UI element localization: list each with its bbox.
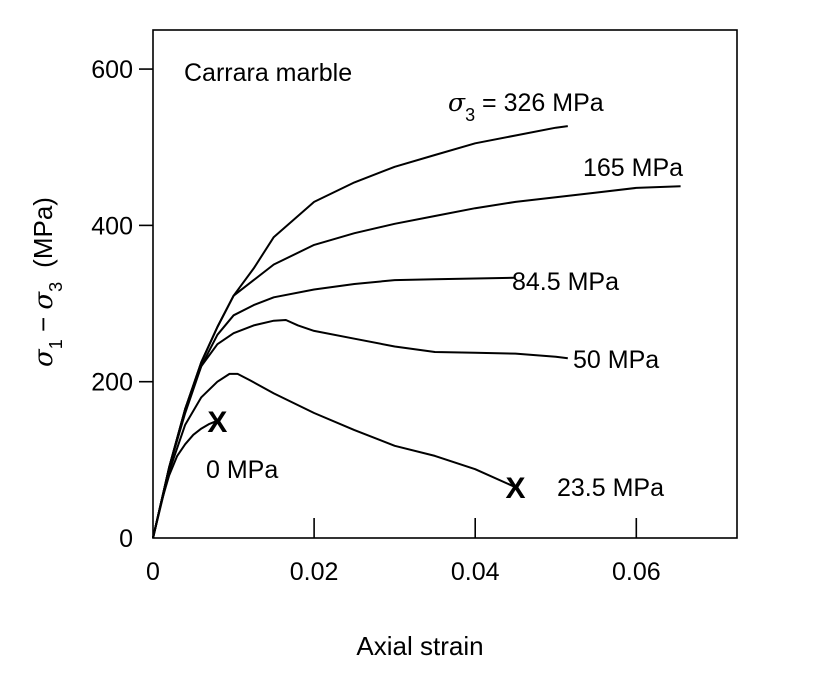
- series-label: 23.5 MPa: [557, 474, 664, 502]
- y-axis-unit: (MPa): [28, 197, 58, 268]
- series-labels: σ3 = 326 MPa 165 MPa 84.5 MPa 50 MPa 23.5 MP…: [206, 88, 683, 502]
- plot-frame: [152, 29, 738, 539]
- y-axis-sigma1: σ: [29, 348, 59, 367]
- x-tick-label: 0.02: [290, 558, 339, 586]
- y-tick-label: 400: [91, 212, 133, 240]
- y-axis-ticks: 0 200 400 600: [91, 56, 153, 553]
- series-line-23-5-mpa: [152, 372, 516, 539]
- failure-marker: X: [505, 472, 525, 505]
- y-axis-sub3: 3: [46, 282, 66, 292]
- failure-marker: X: [207, 406, 227, 439]
- x-tick-label: 0.04: [451, 558, 500, 586]
- series-line-165-mpa: [152, 185, 681, 539]
- series-lines: XX: [152, 125, 681, 539]
- x-tick-label: 0: [146, 558, 160, 586]
- y-axis-sigma3: σ: [29, 291, 59, 310]
- x-axis-title: Axial strain: [356, 631, 483, 661]
- series-label: 84.5 MPa: [512, 268, 619, 296]
- series-line-84-5-mpa: [152, 276, 516, 539]
- series-label: 50 MPa: [573, 346, 659, 374]
- sigma3-equals: =: [475, 89, 504, 117]
- x-tick-label: 0.06: [612, 558, 661, 586]
- y-tick-label: 0: [119, 525, 133, 553]
- plot-border: [152, 29, 738, 539]
- series-line-0-mpa: [152, 419, 218, 539]
- series-name: 326 MPa: [504, 89, 604, 117]
- annotation-text: Carrara marble: [184, 59, 352, 87]
- y-axis-title: σ1 − σ3(MPa): [28, 197, 66, 367]
- y-axis-sub1: 1: [46, 339, 66, 349]
- series-label: σ3 = 326 MPa: [448, 88, 604, 125]
- x-axis-ticks: 0 0.02 0.04 0.06: [146, 518, 661, 586]
- y-tick-label: 600: [91, 56, 133, 84]
- series-line-50-mpa: [152, 319, 568, 539]
- y-tick-label: 200: [91, 369, 133, 397]
- y-axis-minus: −: [28, 310, 58, 340]
- sigma3-symbol: σ: [448, 88, 466, 117]
- series-label: 0 MPa: [206, 456, 278, 484]
- sigma3-subscript: 3: [465, 105, 475, 125]
- series-label: 165 MPa: [583, 154, 683, 182]
